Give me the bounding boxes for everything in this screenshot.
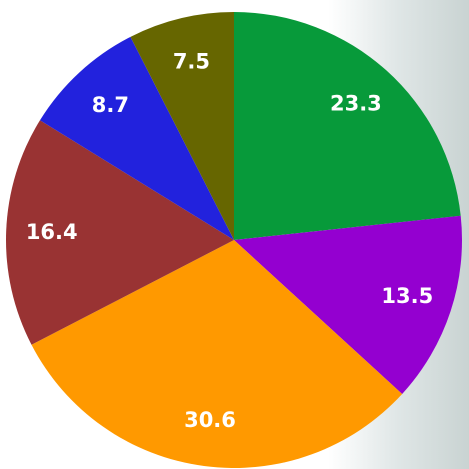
pie-slice xyxy=(5,120,234,345)
pie-slice xyxy=(130,12,234,240)
slice-label: 7.5 xyxy=(173,50,210,74)
slice-label: 30.6 xyxy=(184,408,236,432)
pie-slice xyxy=(31,240,403,468)
slice-label: 23.3 xyxy=(330,91,382,115)
pie-slice xyxy=(39,36,234,241)
slice-label: 16.4 xyxy=(26,220,78,244)
pie-slice xyxy=(234,215,462,394)
slice-label: 8.7 xyxy=(92,93,129,117)
slice-label: 13.5 xyxy=(381,284,433,308)
pie-slice xyxy=(234,12,461,240)
